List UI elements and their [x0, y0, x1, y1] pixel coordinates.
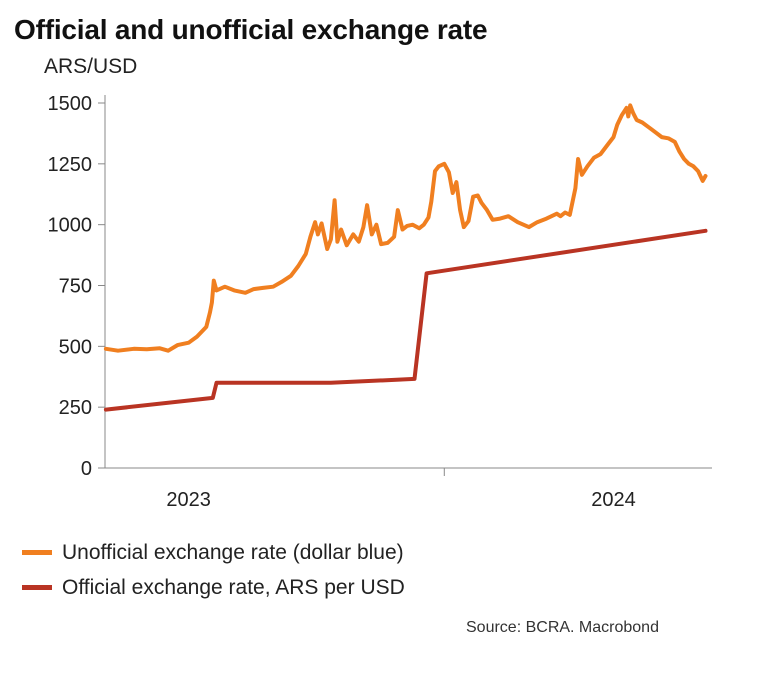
legend-item-unofficial: Unofficial exchange rate (dollar blue)	[22, 535, 405, 570]
y-axis-unit-label: ARS/USD	[44, 55, 138, 78]
y-tick-label: 0	[81, 458, 92, 480]
legend-item-official: Official exchange rate, ARS per USD	[22, 570, 405, 605]
legend-label-official: Official exchange rate, ARS per USD	[62, 575, 405, 599]
x-tick-label: 2023	[166, 489, 211, 511]
series-line-official	[103, 228, 708, 412]
line-chart: 0 250 500 750 1000 1250 1500 2023 2024	[48, 93, 712, 511]
y-tick-label: 1250	[48, 154, 93, 176]
y-tick-label: 500	[59, 336, 92, 358]
legend-swatch-unofficial	[22, 550, 52, 555]
y-tick-label: 1000	[48, 215, 93, 237]
x-tick-label: 2024	[591, 489, 636, 511]
y-tick-label: 750	[59, 276, 92, 298]
source-note: Source: BCRA. Macrobond	[466, 619, 659, 636]
y-tick-label: 250	[59, 397, 92, 419]
chart-title: Official and unofficial exchange rate	[14, 14, 488, 45]
legend: Unofficial exchange rate (dollar blue) O…	[22, 535, 405, 605]
series-lines	[103, 103, 708, 412]
legend-label-unofficial: Unofficial exchange rate (dollar blue)	[62, 540, 404, 564]
axes: 0 250 500 750 1000 1250 1500 2023 2024	[48, 93, 712, 511]
series-line-unofficial	[103, 103, 708, 353]
y-tick-label: 1500	[48, 93, 93, 115]
legend-swatch-official	[22, 585, 52, 590]
